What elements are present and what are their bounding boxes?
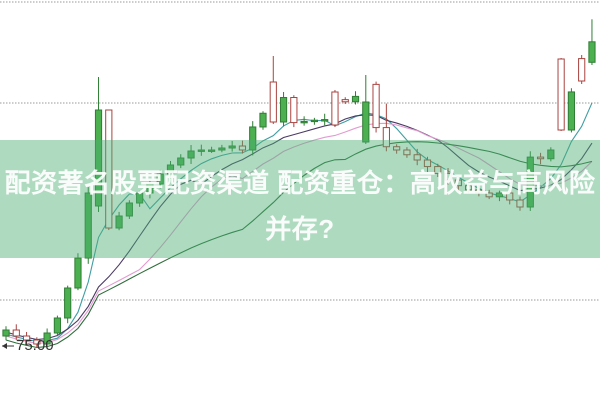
svg-text:75.00: 75.00 <box>16 337 54 354</box>
